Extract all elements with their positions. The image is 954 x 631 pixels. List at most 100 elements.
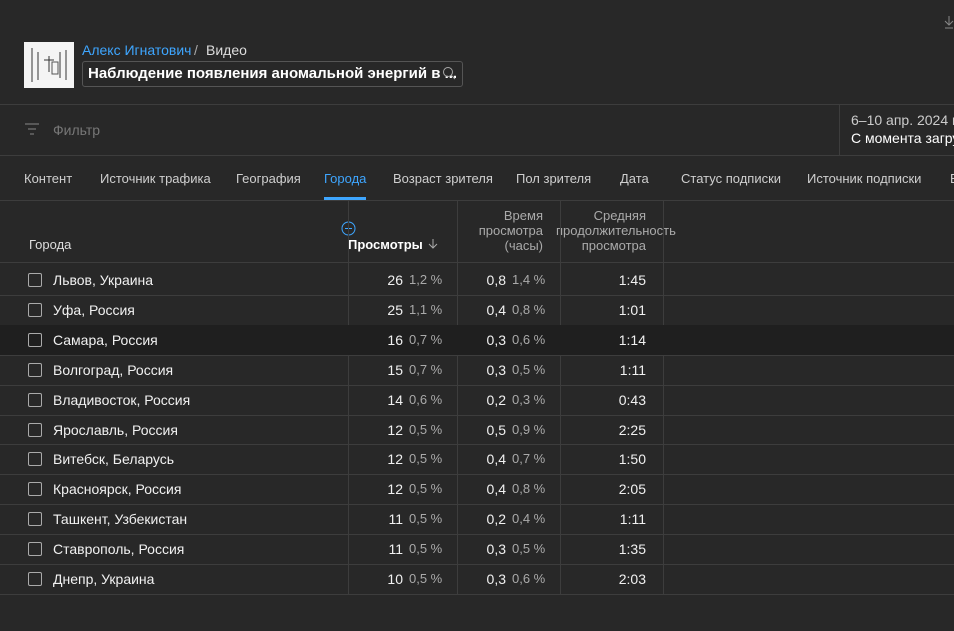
column-header[interactable]: Города — [29, 237, 72, 252]
video-title: Наблюдение появления аномальной энергий … — [88, 65, 458, 82]
views-percent: 0,7 % — [409, 361, 443, 377]
tab[interactable]: Возраст зрителя — [393, 171, 493, 186]
row-checkbox[interactable] — [28, 512, 42, 527]
watch-time: 0,3 — [486, 541, 506, 558]
row-divider — [0, 534, 954, 536]
views-percent: 0,5 % — [409, 571, 443, 586]
divider — [0, 262, 954, 263]
row-checkbox[interactable] — [28, 392, 42, 407]
row-checkbox[interactable] — [28, 362, 42, 377]
avg-duration: 2:03 — [618, 571, 646, 587]
watch-time-percent: 0,8 % — [512, 481, 546, 497]
column-divider — [348, 200, 349, 594]
date-range[interactable]: 6–10 апр. 2024 г — [851, 112, 954, 128]
city-name: Ставрополь, Россия — [53, 541, 185, 558]
row-checkbox[interactable] — [28, 422, 42, 437]
watch-time: 0,4 — [486, 451, 506, 468]
views: 12 — [387, 421, 403, 438]
row-divider — [0, 504, 954, 506]
column-header[interactable]: Время просмотра (часы) — [478, 208, 543, 253]
divider — [0, 104, 954, 105]
tab[interactable]: Источник подписки — [807, 171, 922, 186]
views-percent: 0,5 % — [409, 481, 443, 497]
date-label[interactable]: С момента загру — [851, 130, 954, 146]
search-icon[interactable] — [442, 66, 456, 80]
watch-time-percent: 0,3 % — [512, 391, 546, 407]
views: 16 — [387, 331, 403, 348]
watch-time: 0,4 — [486, 301, 506, 318]
row-divider — [0, 474, 954, 476]
tab[interactable]: Источник трафика — [100, 171, 211, 186]
city-name: Ярославль, Россия — [53, 421, 178, 438]
tab[interactable]: Статус подписки — [681, 171, 782, 186]
city-name: Владивосток, Россия — [53, 391, 191, 408]
avg-duration: 1:11 — [619, 361, 646, 378]
tab[interactable]: В — [950, 171, 954, 186]
row-checkbox[interactable] — [28, 273, 42, 287]
watch-time: 0,8 — [486, 272, 506, 288]
row-divider — [0, 384, 954, 386]
avg-duration: 2:05 — [618, 481, 646, 498]
row-checkbox[interactable] — [28, 572, 42, 586]
column-divider — [560, 200, 561, 594]
watch-time: 0,3 — [486, 361, 506, 378]
avg-duration: 1:14 — [618, 331, 646, 348]
row-checkbox[interactable] — [28, 452, 42, 467]
views: 15 — [387, 361, 403, 378]
city-name: Львов, Украина — [53, 272, 154, 288]
row-divider — [0, 294, 954, 296]
column-divider — [457, 200, 458, 594]
breadcrumb-separator: / — [194, 42, 198, 58]
tab[interactable]: Города — [324, 171, 367, 186]
views: 25 — [387, 301, 403, 318]
row-divider — [0, 444, 954, 446]
views-percent: 0,5 % — [409, 421, 443, 437]
views: 14 — [387, 391, 403, 408]
city-name: Волгоград, Россия — [53, 361, 174, 378]
tab[interactable]: Дата — [620, 171, 649, 186]
breadcrumb-section[interactable]: Видео — [206, 42, 247, 58]
city-name: Днепр, Украина — [53, 571, 155, 587]
tab[interactable]: Контент — [24, 171, 73, 186]
avg-duration: 1:11 — [619, 511, 646, 528]
city-name: Уфа, Россия — [53, 301, 135, 318]
row-checkbox[interactable] — [28, 332, 42, 347]
views: 26 — [387, 272, 403, 288]
filter-input[interactable]: Фильтр — [53, 122, 101, 138]
filter-icon[interactable] — [25, 123, 39, 135]
watch-time-percent: 0,4 % — [512, 511, 546, 527]
watch-time: 0,2 — [486, 511, 506, 528]
tab[interactable]: Пол зрителя — [516, 171, 592, 186]
video-selector[interactable] — [82, 61, 463, 87]
row-divider — [0, 564, 954, 565]
column-header[interactable]: Средняя продолжительность просмотра — [556, 208, 676, 253]
watch-time-percent: 0,5 % — [512, 361, 546, 377]
video-thumbnail[interactable] — [24, 42, 74, 88]
tab-indicator — [324, 197, 366, 200]
watch-time-percent: 0,5 % — [512, 541, 546, 557]
watch-time: 0,5 — [486, 421, 506, 438]
avg-duration: 1:45 — [618, 272, 646, 288]
views-percent: 0,7 % — [409, 331, 443, 347]
city-name: Самара, Россия — [53, 331, 158, 348]
row-checkbox[interactable] — [28, 542, 42, 557]
sort-icon[interactable] — [428, 238, 438, 250]
views-percent: 0,5 % — [409, 451, 443, 467]
row-checkbox[interactable] — [28, 482, 42, 497]
views: 11 — [388, 511, 403, 528]
watch-time-percent: 0,7 % — [512, 451, 546, 467]
views: 11 — [388, 541, 403, 558]
column-header[interactable]: Просмотры — [348, 237, 423, 252]
views-percent: 0,6 % — [409, 391, 443, 407]
channel-link[interactable]: Алекс Игнатович — [82, 42, 192, 58]
watch-time: 0,3 — [486, 331, 506, 348]
download-icon[interactable] — [944, 14, 954, 30]
watch-time-percent: 0,9 % — [512, 421, 546, 437]
city-name: Витебск, Беларусь — [53, 451, 175, 468]
tab[interactable]: География — [236, 171, 301, 186]
row-divider — [0, 354, 954, 356]
row-checkbox[interactable] — [28, 302, 42, 317]
avg-duration: 2:25 — [618, 421, 646, 438]
watch-time: 0,2 — [486, 391, 506, 408]
